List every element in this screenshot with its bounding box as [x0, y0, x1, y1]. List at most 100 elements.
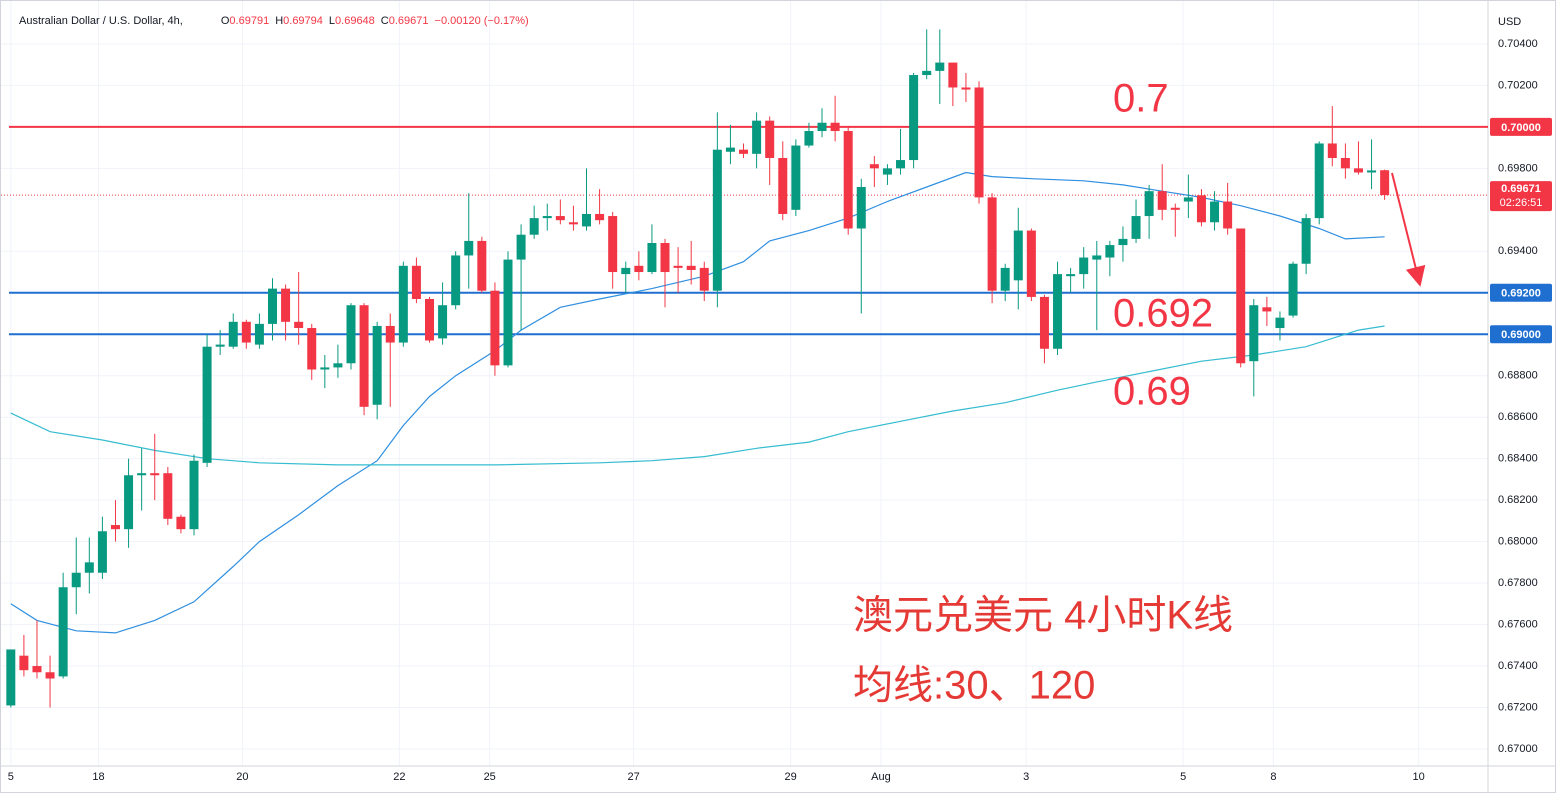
candle-body — [1053, 274, 1063, 349]
candle-body — [1236, 228, 1246, 364]
candle-body — [385, 325, 395, 343]
y-tick-label: 0.69800 — [1498, 162, 1538, 174]
candle-body — [346, 305, 356, 364]
candle-body — [97, 531, 107, 573]
x-tick-label: 27 — [627, 771, 639, 783]
ohlc-key: L — [328, 15, 336, 27]
candle-body — [6, 649, 16, 706]
level-label: 0.69200 — [1501, 288, 1541, 300]
candle-body — [791, 145, 801, 210]
candle-body — [1340, 157, 1350, 169]
candle-body — [1262, 307, 1272, 312]
x-tick-label: 10 — [1413, 771, 1425, 783]
ohlc-key: C — [380, 15, 389, 27]
ohlc-key: O — [220, 15, 230, 27]
x-tick-label: 20 — [236, 771, 248, 783]
x-tick-label: 3 — [1023, 771, 1029, 783]
candle-body — [1275, 317, 1285, 329]
candle-body — [254, 323, 264, 345]
candle-body — [320, 367, 330, 370]
annotation: 0.692 — [1113, 292, 1213, 336]
candle-body — [307, 328, 317, 370]
candle-body — [1223, 201, 1233, 229]
candle-body — [150, 473, 160, 476]
candle-body — [856, 187, 866, 229]
candle-body — [124, 475, 134, 530]
countdown-label: 02:26:51 — [1500, 197, 1543, 209]
candle-body — [804, 131, 814, 146]
candle-body — [1314, 143, 1324, 219]
candle-body — [411, 265, 421, 299]
x-tick-label: 18 — [92, 771, 104, 783]
candle-body — [922, 70, 932, 76]
candle-body — [45, 672, 55, 679]
candle-body — [1066, 274, 1076, 277]
candle-body — [503, 259, 513, 366]
x-tick-label: 29 — [784, 771, 796, 783]
candle-body — [163, 473, 173, 519]
level-label-box — [1490, 283, 1552, 302]
candle-body — [935, 62, 945, 71]
candle-body — [425, 298, 435, 341]
candle-body — [896, 160, 906, 169]
ohlc-value: 0.69791 — [229, 15, 270, 27]
candle-body — [595, 213, 605, 221]
candle-body — [176, 516, 186, 530]
candle-body — [189, 460, 199, 530]
x-tick-label: 5 — [1180, 771, 1186, 783]
candle-body — [673, 265, 683, 268]
candle-body — [202, 346, 212, 463]
candle-body — [110, 525, 120, 530]
level-label-box — [1490, 325, 1552, 344]
candle-body — [516, 234, 526, 260]
note: 澳元兑美元 4小时K线 — [853, 594, 1233, 638]
x-tick-label: Aug — [871, 771, 891, 783]
symbol-title: Australian Dollar / U.S. Dollar, 4h, — [19, 15, 183, 27]
candle-body — [1079, 257, 1089, 275]
y-tick-label: 0.68800 — [1498, 370, 1538, 382]
y-tick-label: 0.67400 — [1498, 660, 1538, 672]
price-label: 0.69671 — [1501, 183, 1541, 195]
y-tick-label: 0.68200 — [1498, 494, 1538, 506]
y-tick-label: 0.70400 — [1498, 38, 1538, 50]
candle-body — [398, 265, 408, 343]
candle-body — [621, 267, 631, 275]
candle-body — [490, 290, 500, 366]
candle-body — [137, 473, 147, 476]
candle-body — [948, 62, 958, 88]
candle-body — [961, 87, 971, 90]
y-tick-label: 0.68400 — [1498, 453, 1538, 465]
candle-body — [372, 325, 382, 405]
candle-body — [1183, 197, 1193, 202]
candle-body — [228, 321, 238, 347]
x-tick-label: 5 — [8, 771, 14, 783]
ohlc-value: 0.69671 — [388, 15, 429, 27]
candle-body — [71, 572, 81, 588]
candle-body — [451, 255, 461, 306]
candle-body — [647, 243, 657, 273]
ohlc-key: H — [275, 15, 284, 27]
candle-body — [778, 157, 788, 214]
candle-body — [241, 321, 251, 343]
candle-body — [765, 120, 775, 158]
currency-label: USD — [1498, 16, 1521, 28]
candle-body — [1301, 218, 1311, 264]
candle-body — [1157, 191, 1167, 210]
candle-body — [1105, 245, 1115, 258]
candle-body — [1013, 230, 1023, 281]
candle-body — [281, 288, 291, 322]
candle-body — [359, 305, 369, 407]
candle-body — [568, 222, 578, 225]
y-tick-label: 0.67600 — [1498, 618, 1538, 630]
candle-body — [817, 122, 827, 132]
candle-body — [1327, 143, 1337, 158]
candle-body — [660, 243, 670, 273]
candle-body — [84, 562, 94, 573]
candle-body — [1118, 238, 1128, 246]
candle-body — [529, 218, 539, 235]
candle-body — [1000, 267, 1010, 291]
y-tick-label: 0.69400 — [1498, 245, 1538, 257]
y-tick-label: 0.68000 — [1498, 536, 1538, 548]
x-tick-label: 8 — [1270, 771, 1276, 783]
